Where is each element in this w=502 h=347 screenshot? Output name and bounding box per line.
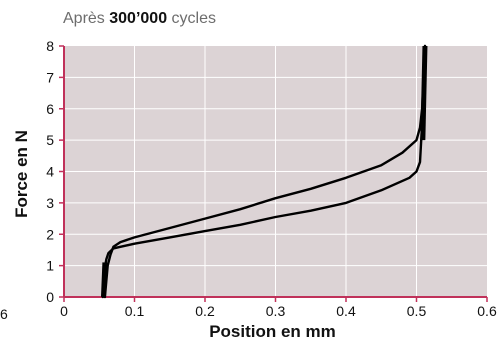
chart-title: Après 300’000 cycles [63,10,216,28]
series-line-1 [103,44,427,299]
y-tick-label-3: 3 [46,195,54,211]
x-tick-label-1: 0.1 [125,303,145,319]
loop-left-edge [100,262,108,298]
x-axis-label: Position en mm [209,322,336,341]
y-tick-label-8: 8 [46,38,54,54]
y-tick-label-6: 6 [46,101,54,117]
y-tick-label-4: 4 [46,164,54,180]
title-prefix: Après [63,10,105,27]
x-tick-label-3: 0.3 [266,303,286,319]
x-tick-label-2: 0.2 [195,303,215,319]
x-tick-label-6: 0.6 [477,303,497,319]
x-tick-label-4: 0.4 [336,303,356,319]
title-bold-value: 300’000 [109,10,168,27]
title-suffix: cycles [171,10,216,27]
y-tick-label-5: 5 [46,132,54,148]
y-axis-label: Force en N [12,130,31,218]
y-tick-label-1: 1 [46,258,54,274]
x-tick-label-5: 0.5 [407,303,427,319]
y-tick-label-7: 7 [46,69,54,85]
left-edge-label: 6 [0,306,8,322]
y-tick-label-2: 2 [46,226,54,242]
x-tick-label-0: 0 [60,303,68,319]
y-tick-label-0: 0 [46,289,54,305]
loop-right-edge [420,45,428,141]
